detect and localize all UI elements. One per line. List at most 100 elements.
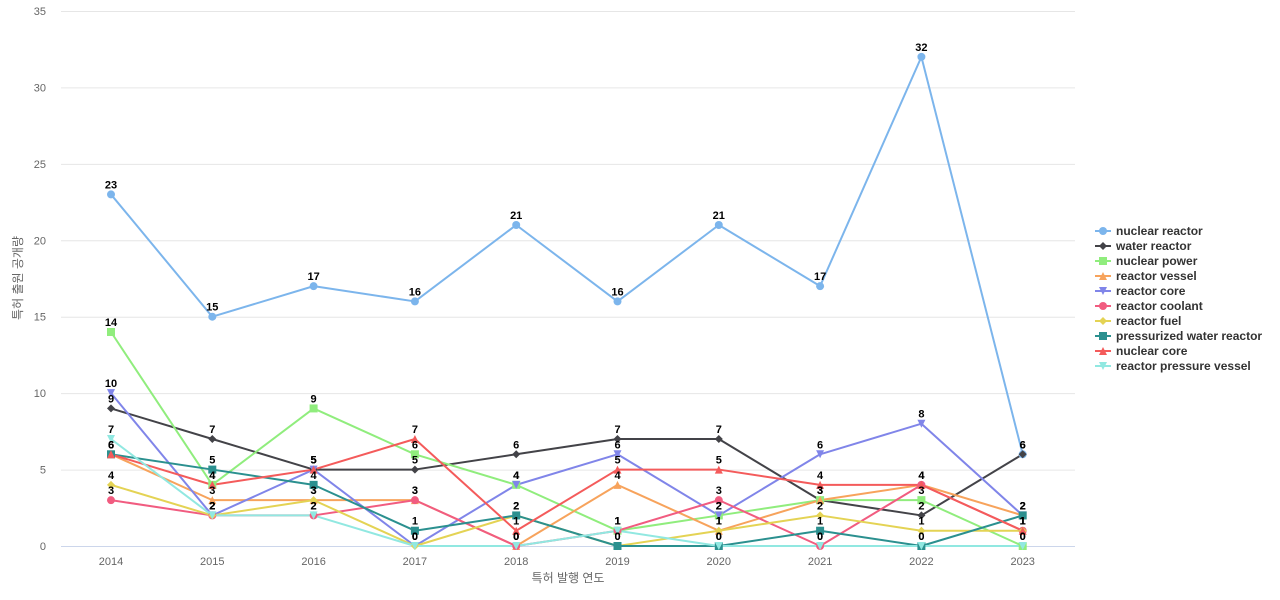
data-label-reactor-pressure-vessel: 1	[614, 516, 620, 528]
data-point-nuclear-core[interactable]	[1018, 526, 1027, 535]
y-tick-label: 15	[34, 312, 46, 324]
data-point-reactor-core[interactable]	[714, 511, 723, 520]
legend-item-nuclear-core[interactable]: nuclear core	[1095, 344, 1188, 358]
data-point-reactor-core[interactable]	[512, 480, 521, 489]
legend-item-reactor-core[interactable]: reactor core	[1095, 284, 1186, 298]
data-label-nuclear-power: 6	[412, 439, 418, 451]
data-label-water-reactor: 6	[1020, 439, 1026, 451]
y-tick-label: 0	[40, 541, 46, 553]
legend-label-nuclear-reactor: nuclear reactor	[1116, 224, 1203, 238]
data-point-pressurized-water-reactor[interactable]	[816, 526, 825, 535]
data-point-nuclear-power[interactable]	[917, 496, 926, 505]
data-point-nuclear-core[interactable]	[714, 465, 723, 474]
data-point-water-reactor[interactable]	[410, 465, 419, 474]
data-point-nuclear-core[interactable]	[107, 450, 115, 459]
data-point-nuclear-core[interactable]	[613, 465, 622, 474]
data-point-water-reactor[interactable]	[512, 450, 521, 459]
data-point-reactor-vessel[interactable]	[816, 496, 825, 505]
legend-label-reactor-vessel: reactor vessel	[1116, 269, 1197, 283]
x-tick-label: 2017	[403, 556, 427, 568]
data-label-reactor-fuel: 2	[513, 500, 519, 512]
legend-label-water-reactor: water reactor	[1115, 239, 1192, 253]
legend-item-nuclear-power[interactable]: nuclear power	[1095, 254, 1198, 268]
legend-item-reactor-coolant[interactable]: reactor coolant	[1095, 299, 1203, 313]
data-label-reactor-vessel: 1	[716, 516, 722, 528]
legend-item-reactor-fuel[interactable]: reactor fuel	[1095, 314, 1181, 328]
data-point-pressurized-water-reactor[interactable]	[208, 465, 217, 474]
data-label-reactor-core: 2	[1020, 500, 1026, 512]
data-label-reactor-fuel: 1	[716, 516, 722, 528]
data-point-water-reactor[interactable]	[714, 435, 723, 443]
legend-marker-nuclear-power	[1099, 257, 1107, 265]
data-point-reactor-vessel[interactable]	[613, 480, 622, 489]
data-label-nuclear-reactor: 21	[713, 210, 725, 222]
data-label-nuclear-reactor: 32	[915, 42, 927, 54]
legend-item-pressurized-water-reactor[interactable]: pressurized water reactor	[1095, 329, 1262, 343]
data-point-nuclear-reactor[interactable]	[917, 52, 926, 61]
data-point-reactor-pressure-vessel[interactable]	[107, 435, 115, 443]
legend-marker-reactor-vessel	[1099, 272, 1107, 280]
data-point-nuclear-reactor[interactable]	[714, 221, 723, 229]
data-point-nuclear-reactor[interactable]	[410, 297, 419, 306]
data-point-nuclear-core[interactable]	[816, 480, 825, 489]
data-point-nuclear-reactor[interactable]	[816, 282, 825, 291]
data-point-reactor-fuel[interactable]	[714, 526, 723, 535]
data-point-reactor-pressure-vessel[interactable]	[410, 542, 419, 550]
data-label-reactor-core: 8	[918, 409, 924, 421]
data-label-nuclear-power: 14	[105, 317, 118, 329]
data-point-reactor-vessel[interactable]	[208, 496, 217, 505]
data-label-nuclear-core: 4	[209, 470, 216, 482]
legend-item-nuclear-reactor[interactable]: nuclear reactor	[1095, 224, 1203, 238]
data-point-reactor-fuel[interactable]	[107, 480, 115, 489]
data-point-reactor-pressure-vessel[interactable]	[309, 511, 318, 520]
data-point-nuclear-power[interactable]	[309, 404, 318, 413]
data-point-reactor-core[interactable]	[816, 450, 825, 459]
legend-item-reactor-vessel[interactable]: reactor vessel	[1095, 269, 1197, 283]
data-point-nuclear-core[interactable]	[512, 526, 521, 535]
data-point-water-reactor[interactable]	[208, 435, 217, 443]
data-point-water-reactor[interactable]	[1018, 450, 1027, 459]
data-point-water-reactor[interactable]	[917, 511, 926, 520]
legend-label-reactor-coolant: reactor coolant	[1116, 299, 1203, 313]
data-point-reactor-coolant[interactable]	[714, 496, 723, 505]
data-point-pressurized-water-reactor[interactable]	[309, 480, 318, 489]
data-point-pressurized-water-reactor[interactable]	[512, 511, 521, 520]
data-point-nuclear-power[interactable]	[410, 450, 419, 459]
data-point-reactor-fuel[interactable]	[917, 526, 926, 535]
data-point-reactor-fuel[interactable]	[816, 511, 825, 520]
data-point-nuclear-reactor[interactable]	[512, 221, 521, 229]
data-point-reactor-pressure-vessel[interactable]	[816, 542, 825, 550]
data-point-water-reactor[interactable]	[107, 404, 115, 413]
data-point-reactor-core[interactable]	[107, 389, 115, 398]
data-point-pressurized-water-reactor[interactable]	[613, 542, 622, 550]
legend-item-water-reactor[interactable]: water reactor	[1095, 239, 1192, 253]
y-tick-label: 10	[34, 388, 46, 400]
data-point-reactor-pressure-vessel[interactable]	[512, 542, 521, 550]
data-label-nuclear-power: 4	[513, 470, 520, 482]
data-point-nuclear-reactor[interactable]	[613, 297, 622, 306]
data-point-reactor-coolant[interactable]	[107, 496, 115, 505]
data-label-reactor-fuel: 2	[209, 500, 215, 512]
data-point-reactor-pressure-vessel[interactable]	[917, 542, 926, 550]
data-point-nuclear-core[interactable]	[208, 480, 217, 489]
data-point-reactor-coolant[interactable]	[410, 496, 419, 505]
data-point-nuclear-reactor[interactable]	[309, 282, 318, 291]
data-point-nuclear-core[interactable]	[410, 435, 419, 443]
data-point-pressurized-water-reactor[interactable]	[1018, 511, 1027, 520]
data-point-water-reactor[interactable]	[613, 435, 622, 443]
data-point-nuclear-core[interactable]	[309, 465, 318, 474]
data-point-reactor-fuel[interactable]	[309, 496, 318, 505]
data-point-reactor-core[interactable]	[917, 419, 926, 428]
data-point-reactor-pressure-vessel[interactable]	[613, 526, 622, 535]
data-point-reactor-pressure-vessel[interactable]	[208, 511, 217, 520]
data-point-reactor-pressure-vessel[interactable]	[714, 542, 723, 550]
data-point-nuclear-reactor[interactable]	[107, 190, 115, 199]
data-point-pressurized-water-reactor[interactable]	[410, 526, 419, 535]
legend-item-reactor-pressure-vessel[interactable]: reactor pressure vessel	[1095, 359, 1251, 373]
data-point-nuclear-reactor[interactable]	[208, 312, 217, 321]
data-point-reactor-pressure-vessel[interactable]	[1018, 542, 1027, 550]
data-label-nuclear-power: 3	[918, 485, 924, 497]
data-point-nuclear-core[interactable]	[917, 480, 926, 489]
data-point-reactor-core[interactable]	[613, 450, 622, 459]
data-point-nuclear-power[interactable]	[107, 328, 115, 336]
